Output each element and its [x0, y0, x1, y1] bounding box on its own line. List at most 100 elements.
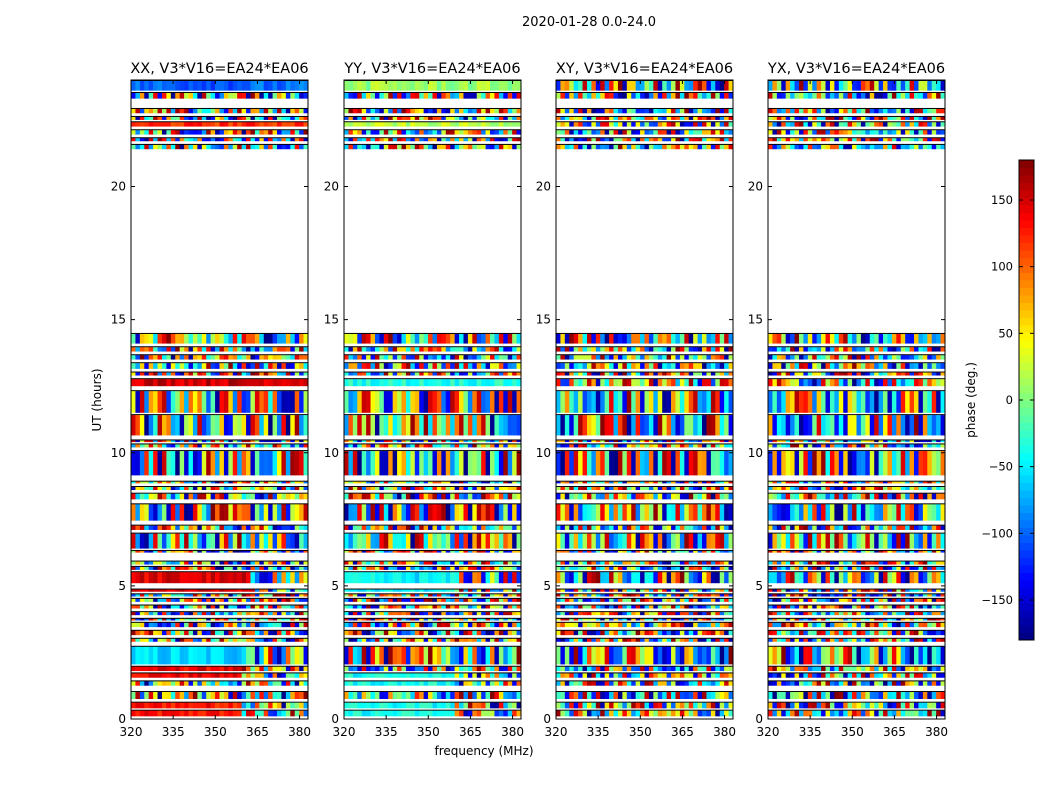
x-tick-label: 350 — [417, 725, 440, 739]
data-row — [556, 80, 733, 91]
data-row — [131, 611, 308, 616]
y-tick-label: 0 — [331, 712, 339, 726]
colorbar-segment — [1019, 302, 1034, 311]
x-tick-label: 335 — [587, 725, 610, 739]
x-tick-label: 380 — [288, 725, 311, 739]
data-row — [344, 121, 521, 127]
colorbar-segment — [1019, 445, 1034, 453]
data-row — [768, 611, 945, 616]
data-row — [131, 486, 308, 491]
data-row — [344, 115, 521, 120]
data-row — [344, 701, 521, 709]
data-row — [768, 378, 945, 387]
y-tick-label: 0 — [543, 712, 551, 726]
data-row — [556, 604, 733, 609]
data-row — [131, 672, 308, 678]
colorbar-segment — [1019, 400, 1034, 408]
x-tick-label: 335 — [375, 725, 398, 739]
data-row — [768, 450, 945, 476]
colorbar-segment — [1019, 190, 1034, 198]
colorbar-segment — [1019, 310, 1034, 318]
data-row — [344, 611, 521, 616]
data-row — [344, 629, 521, 636]
data-row — [344, 486, 521, 491]
heatmap-yy — [344, 80, 521, 717]
data-row — [131, 450, 308, 476]
data-row — [556, 709, 733, 717]
figure-title: 2020-01-28 0.0-24.0 — [522, 15, 656, 30]
data-row — [556, 492, 733, 500]
colorbar-segment — [1019, 332, 1034, 341]
colorbar-segment — [1019, 182, 1034, 191]
colorbar-segment — [1019, 467, 1034, 476]
data-row — [131, 701, 308, 709]
colorbar-segment — [1019, 430, 1034, 438]
plot-frame — [767, 79, 946, 720]
data-row — [556, 680, 733, 686]
data-row — [768, 332, 945, 344]
data-row — [556, 115, 733, 120]
y-tick-label: 10 — [111, 446, 126, 460]
data-row — [131, 565, 308, 570]
data-row — [556, 378, 733, 387]
data-row — [556, 354, 733, 360]
colorbar-segment — [1019, 437, 1034, 446]
data-row — [344, 91, 521, 99]
data-row — [556, 107, 733, 114]
colorbar-segment — [1019, 535, 1034, 543]
data-row — [556, 121, 733, 127]
x-tick-label: 350 — [629, 725, 652, 739]
panel-xx: XX, V3*V16=EA24*EA06 320 335 350 365 380 0 5 10 1… — [111, 61, 311, 739]
colorbar-segment — [1019, 452, 1034, 461]
colorbar-segment — [1019, 197, 1034, 206]
y-tick-label: 20 — [111, 180, 126, 194]
data-row — [556, 143, 733, 150]
colorbar-segment — [1019, 250, 1034, 258]
data-row — [131, 378, 308, 387]
data-row — [556, 597, 733, 602]
data-row — [131, 597, 308, 602]
y-tick-label: 0 — [755, 712, 763, 726]
colorbar-segment — [1019, 227, 1034, 236]
data-row — [344, 571, 521, 584]
data-row — [768, 362, 945, 369]
data-row — [344, 480, 521, 484]
data-row — [344, 524, 521, 530]
x-tick-label: 380 — [925, 725, 948, 739]
x-tick-label: 350 — [841, 725, 864, 739]
data-row — [556, 443, 733, 448]
data-row — [131, 354, 308, 360]
data-row — [131, 346, 308, 352]
data-row — [768, 80, 945, 91]
data-row — [344, 390, 521, 413]
data-row — [556, 346, 733, 352]
colorbar-segment — [1019, 617, 1034, 626]
y-tick-label: 5 — [543, 579, 551, 593]
colorbar-segment — [1019, 265, 1034, 273]
data-row — [131, 371, 308, 376]
data-row — [768, 672, 945, 678]
data-row — [131, 91, 308, 99]
data-row — [131, 439, 308, 443]
colorbar-segment — [1019, 482, 1034, 491]
data-row — [768, 691, 945, 700]
colorbar-tick-label: 100 — [991, 260, 1013, 274]
colorbar-segment — [1019, 235, 1034, 243]
x-tick-label: 320 — [333, 725, 356, 739]
data-row — [131, 549, 308, 553]
x-tick-label: 365 — [459, 725, 482, 739]
colorbar-segment — [1019, 340, 1034, 348]
data-row — [344, 637, 521, 642]
data-row — [344, 107, 521, 114]
colorbar-segment — [1019, 385, 1034, 393]
data-row — [556, 672, 733, 678]
data-row — [131, 560, 308, 565]
colorbar-segment — [1019, 392, 1034, 401]
data-row — [344, 617, 521, 621]
data-row — [556, 414, 733, 436]
colorbar-segment — [1019, 295, 1034, 303]
data-row — [131, 503, 308, 521]
data-row — [131, 617, 308, 621]
data-row — [768, 680, 945, 686]
x-tick-label: 350 — [204, 725, 227, 739]
